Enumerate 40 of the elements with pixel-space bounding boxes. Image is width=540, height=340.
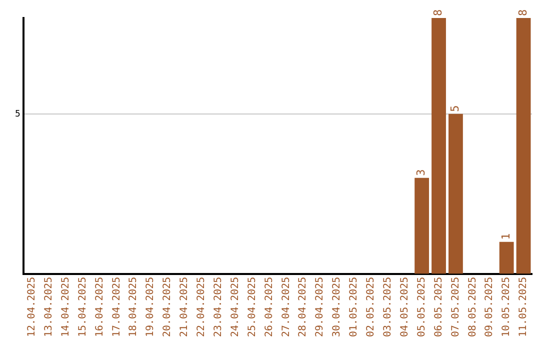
x-tick-label: 28.04.2025 (298, 276, 309, 338)
x-tick-label: 03.05.2025 (382, 276, 394, 338)
x-tick-label: 10.05.2025 (501, 276, 512, 338)
data-label: 8 (432, 9, 445, 16)
bar (499, 242, 514, 274)
x-tick-label: 30.04.2025 (332, 276, 343, 338)
x-tick-label: 17.04.2025 (111, 276, 122, 338)
x-tick-label: 20.04.2025 (162, 276, 174, 338)
x-tick-label: 24.04.2025 (230, 276, 241, 338)
x-tick-label: 29.04.2025 (314, 276, 326, 338)
x-tick-label: 16.04.2025 (94, 276, 106, 338)
x-tick-label: 25.04.2025 (246, 276, 258, 338)
data-label: 1 (499, 233, 512, 240)
bar (414, 178, 430, 274)
x-tick-label: 06.05.2025 (433, 276, 444, 338)
x-tick-label: 09.05.2025 (484, 276, 496, 338)
x-tick-label: 05.05.2025 (416, 276, 428, 338)
x-tick-label: 22.04.2025 (196, 276, 208, 338)
x-tick-label: 04.05.2025 (399, 276, 410, 338)
x-tick-label: 11.05.2025 (518, 276, 530, 338)
x-tick-label: 23.04.2025 (212, 276, 224, 338)
x-tick-label: 01.05.2025 (348, 276, 360, 338)
bar (516, 18, 531, 274)
x-tick-label: 12.04.2025 (26, 276, 38, 338)
x-tick-label: 14.04.2025 (60, 276, 72, 338)
x-tick-label: 19.04.2025 (145, 276, 156, 338)
bar (448, 114, 463, 274)
x-tick-label: 13.04.2025 (43, 276, 54, 338)
data-label: 5 (448, 105, 462, 112)
x-tick-label: 18.04.2025 (128, 276, 140, 338)
x-tick-label: 15.04.2025 (77, 276, 88, 338)
data-label: 3 (414, 169, 428, 176)
x-tick-label: 07.05.2025 (450, 276, 462, 338)
bar (432, 18, 446, 274)
x-tick-label: 08.05.2025 (467, 276, 478, 338)
x-tick-label: 02.05.2025 (366, 276, 377, 338)
x-tick-label: 27.04.2025 (280, 276, 292, 338)
x-tick-label: 21.04.2025 (179, 276, 190, 338)
x-tick-label: 26.04.2025 (264, 276, 275, 338)
data-label: 8 (516, 9, 530, 16)
